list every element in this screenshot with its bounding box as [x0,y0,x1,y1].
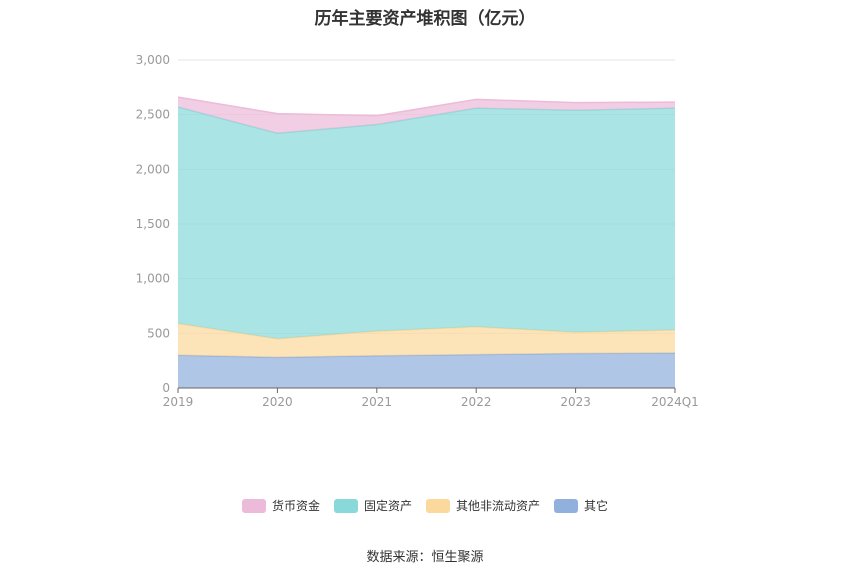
area-货币资金 [178,97,675,134]
y-tick-label: 1,000 [136,272,170,286]
x-tick-label: 2022 [461,395,492,409]
legend-swatch [241,498,266,513]
y-tick-label: 0 [162,381,170,395]
area-其它 [178,353,675,388]
legend-label: 其它 [584,499,609,513]
x-tick-label: 2023 [560,395,591,409]
chart-title: 历年主要资产堆积图（亿元） [314,9,536,29]
area-固定资产 [178,107,675,339]
area-其他非流动资产 [178,323,675,358]
stacked-area-chart: 0 500 1,000 1,500 2,000 2,500 3,000 2019 2020 202… [136,53,699,409]
legend-label: 固定资产 [363,499,412,513]
legend-item[interactable]: 固定资产 [333,497,412,514]
line-货币资金 [177,96,676,117]
legend-swatch [554,498,579,513]
y-tick-label: 3,000 [136,53,170,67]
legend-item[interactable]: 其他非流动资产 [426,497,540,514]
legend-swatch [426,498,450,513]
x-tick-label: 2021 [362,395,393,409]
legend-item[interactable]: 货币资金 [241,497,320,514]
legend: 货币资金 固定资产 其他非流动资产 其它 [0,497,850,514]
area-series [177,96,676,388]
legend-item[interactable]: 其它 [554,497,608,514]
y-tick-label: 1,500 [136,217,170,231]
x-tick-label: 2024Q1 [651,395,699,409]
legend-swatch [333,498,358,513]
x-tick-label: 2020 [262,395,293,409]
y-tick-label: 500 [147,326,170,340]
y-tick-label: 2,500 [136,108,170,122]
x-tick-label: 2019 [163,395,194,409]
y-tick-label: 2,000 [136,162,170,176]
legend-label: 货币资金 [271,499,320,513]
legend-label: 其他非流动资产 [456,499,541,513]
axes: 0 500 1,000 1,500 2,000 2,500 3,000 2019 2020 202… [136,53,699,409]
source-note: 数据来源：恒生聚源 [366,550,484,565]
